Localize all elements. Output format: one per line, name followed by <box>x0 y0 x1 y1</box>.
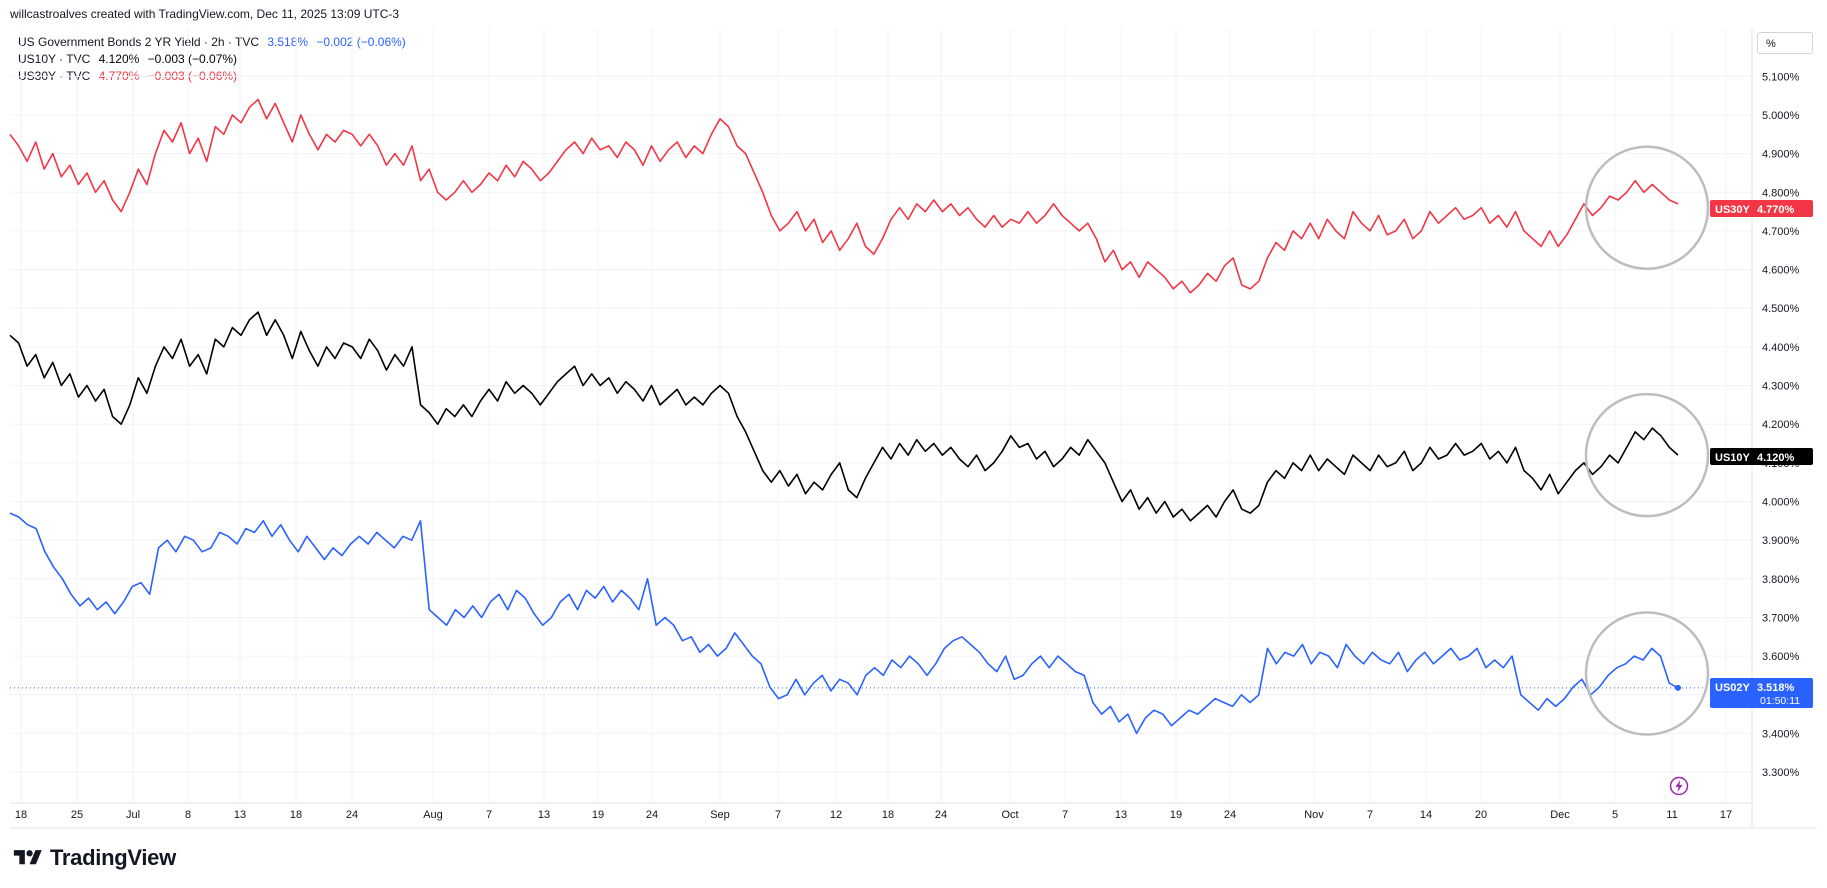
x-tick-label: 7 <box>775 809 781 821</box>
y-tick-label: 3.300% <box>1762 767 1800 779</box>
y-tick-label: 4.400% <box>1762 342 1800 354</box>
series-lines <box>9 98 1681 735</box>
legend-change: −0.002 (−0.06%) <box>316 35 406 49</box>
legend-row-us02y[interactable]: US Government Bonds 2 YR Yield · 2h · TV… <box>18 34 411 51</box>
price-tag-us10y-symbol: US10Y <box>1715 452 1751 464</box>
x-tick-label: 7 <box>486 809 492 821</box>
x-tick-label: 18 <box>882 809 894 821</box>
y-tick-label: 3.900% <box>1762 535 1800 547</box>
tradingview-logo[interactable]: TradingView <box>12 845 176 871</box>
price-tag-us30y: US30Y 4.770% <box>1710 200 1813 217</box>
legend-desc: US Government Bonds 2 YR Yield · 2h · TV… <box>18 35 260 49</box>
x-tick-label: 13 <box>538 809 550 821</box>
us02y-last-point <box>1675 684 1681 691</box>
series-line-us10y <box>9 311 1679 522</box>
y-tick-label: 4.200% <box>1762 419 1800 431</box>
x-tick-label: 20 <box>1475 809 1487 821</box>
x-tick-label: 11 <box>1666 809 1677 821</box>
price-tag-us02y-countdown: 01:50:11 <box>1760 695 1800 707</box>
x-tick-label: 13 <box>234 809 246 821</box>
y-tick-label: 3.800% <box>1762 574 1800 586</box>
y-tick-label: 4.800% <box>1762 187 1800 199</box>
x-tick-label: 18 <box>290 809 302 821</box>
legend-value: 4.120% <box>98 52 140 66</box>
y-tick-label: 4.500% <box>1762 303 1800 315</box>
price-tag-us10y: US10Y 4.120% <box>1710 448 1813 465</box>
x-tick-label: 24 <box>1224 809 1236 821</box>
x-tick-label: 7 <box>1367 809 1373 821</box>
y-tick-label: 3.700% <box>1762 612 1800 624</box>
y-tick-label: 4.000% <box>1762 497 1800 509</box>
x-tick-label: 24 <box>646 809 658 821</box>
price-tag-us02y-symbol: US02Y <box>1715 682 1751 694</box>
x-tick-label: Sep <box>710 809 730 821</box>
price-tag-us30y-symbol: US30Y <box>1715 204 1751 216</box>
x-axis-ticks: 18 25 Jul 8 13 18 24 Aug 7 13 19 24 Sep 7 12 18 24 Oct 7 13… <box>15 809 1732 821</box>
y-tick-label: 3.600% <box>1762 651 1800 663</box>
price-tag-us02y: US02Y 3.518% 01:50:11 <box>1710 678 1813 708</box>
y-tick-label: 4.900% <box>1762 149 1800 161</box>
y-tick-label: 3.400% <box>1762 728 1800 740</box>
annotation-circle-us02y <box>1584 611 1710 736</box>
y-tick-label: 5.000% <box>1762 110 1800 122</box>
x-tick-label: 5 <box>1612 809 1618 821</box>
x-tick-label: 12 <box>830 809 842 821</box>
annotation-circle-us30y <box>1584 145 1710 270</box>
y-axis-ticks: 5.100% 5.000% 4.900% 4.800% 4.700% 4.600% 4.50… <box>1762 71 1800 779</box>
y-tick-label: 4.300% <box>1762 381 1800 393</box>
y-tick-label: 4.600% <box>1762 265 1800 277</box>
tradingview-logo-icon <box>13 850 42 865</box>
annotation-circle-us10y <box>1584 392 1710 518</box>
x-tick-label: 14 <box>1420 809 1432 821</box>
x-tick-label: 13 <box>1115 809 1127 821</box>
y-tick-label: 4.700% <box>1762 226 1800 238</box>
chart-credit: willcastroalves created with TradingView… <box>10 7 400 21</box>
lightning-icon[interactable] <box>1669 776 1689 796</box>
x-tick-label: Dec <box>1550 809 1570 821</box>
x-tick-label: 25 <box>71 809 83 821</box>
x-tick-label: Jul <box>126 809 140 821</box>
price-tag-us30y-value: 4.770% <box>1757 204 1795 216</box>
x-tick-label: 8 <box>185 809 191 821</box>
tradingview-logo-text: TradingView <box>50 845 176 870</box>
x-tick-label: 18 <box>15 809 27 821</box>
x-tick-label: Nov <box>1304 809 1324 821</box>
axes <box>10 28 1817 829</box>
price-tag-us10y-value: 4.120% <box>1757 452 1795 464</box>
legend-change: −0.003 (−0.07%) <box>147 52 238 66</box>
x-tick-label: 7 <box>1062 809 1068 821</box>
price-scale-unit-button[interactable]: % <box>1757 32 1813 54</box>
x-tick-label: 17 <box>1720 809 1732 821</box>
x-tick-label: 19 <box>592 809 604 821</box>
annotation-circles <box>1584 145 1710 736</box>
x-tick-label: Oct <box>1001 809 1018 821</box>
legend-desc: US10Y · TVC <box>18 52 91 66</box>
legend-value: 3.518% <box>267 35 309 49</box>
x-tick-label: 19 <box>1170 809 1182 821</box>
series-line-us02y <box>9 512 1679 735</box>
x-tick-label: Aug <box>423 809 443 821</box>
x-tick-label: 24 <box>346 809 358 821</box>
grid <box>10 28 1752 803</box>
x-tick-label: 24 <box>935 809 947 821</box>
y-tick-label: 5.100% <box>1762 71 1800 83</box>
legend-row-us10y[interactable]: US10Y · TVC 4.120% −0.003 (−0.07%) <box>18 51 411 68</box>
series-line-us30y <box>9 98 1679 294</box>
price-tag-us02y-value: 3.518% <box>1757 682 1795 694</box>
